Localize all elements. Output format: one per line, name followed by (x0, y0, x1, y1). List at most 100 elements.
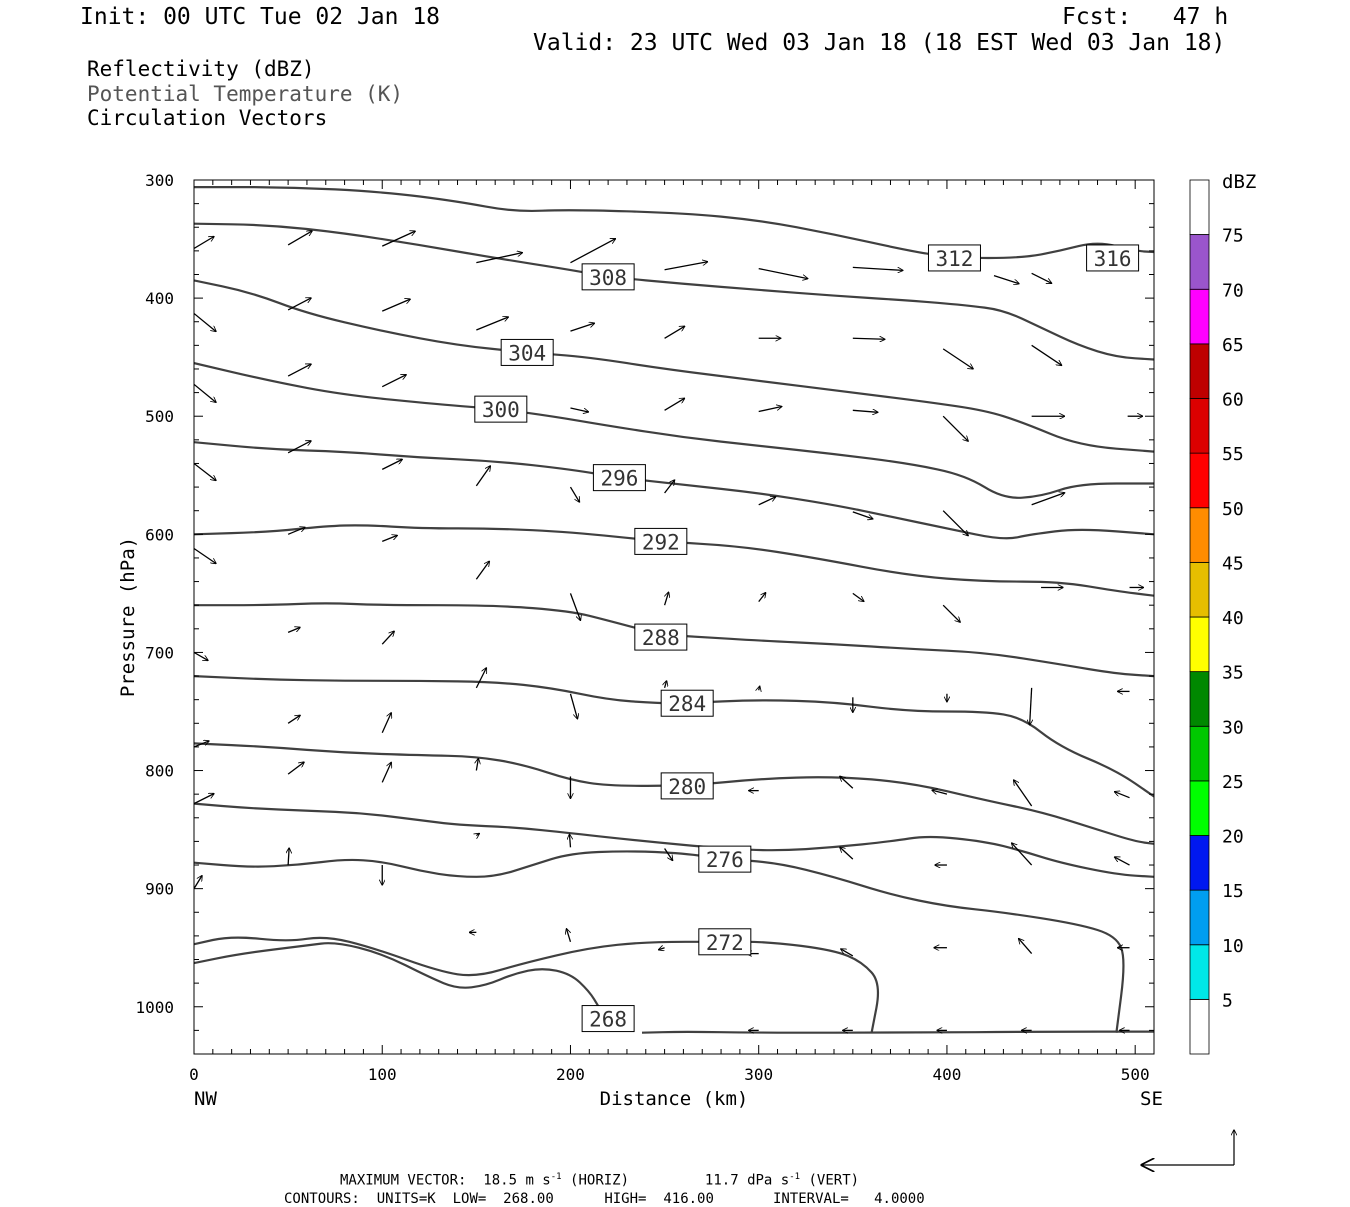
colorbar-level-25: 25 (1222, 772, 1244, 793)
reference-vector-icon (1142, 1130, 1234, 1165)
isentrope-label-layer: 268 272 276 280 284 288 292 296 300 304 308 312 316 (474, 244, 1140, 1033)
circulation-vector-20 (194, 383, 216, 402)
y-tick-label-600: 600 (145, 525, 174, 544)
colorbar-segment-3 (1189, 780, 1210, 836)
colorbar-segment-12 (1189, 288, 1210, 345)
circulation-vector-44 (475, 561, 489, 580)
y-tick-label-1000: 1000 (135, 998, 174, 1017)
circulation-vector-84 (1115, 857, 1130, 866)
isentrope-label-box-280 (660, 772, 714, 800)
isentrope-label-box-304 (500, 338, 554, 366)
colorbar-level-15: 15 (1222, 881, 1244, 902)
colorbar-level-50: 50 (1222, 499, 1244, 520)
valid-time: Valid: 23 UTC Wed 03 Jan 18 (18 EST Wed … (533, 30, 1226, 56)
circulation-vector-38 (852, 511, 873, 519)
y-tick-label-500: 500 (145, 407, 174, 426)
contour-info-line: CONTOURS: UNITS=K LOW= 268.00 HIGH= 416.… (284, 1178, 925, 1206)
x-tick-label-300: 300 (744, 1065, 773, 1084)
isentrope-label-box-308 (581, 263, 635, 291)
isentrope-label-308: 308 (589, 266, 627, 290)
forecast-hour: Fcst: 47 h (1062, 4, 1229, 30)
isentrope-272-1 (194, 942, 600, 1008)
colorbar-level-10: 10 (1222, 936, 1244, 957)
isentrope-label-box-276 (698, 845, 752, 873)
circulation-vector-46 (663, 592, 669, 606)
isentrope-label-288: 288 (642, 626, 680, 650)
isentrope-272-2 (194, 936, 880, 1033)
colorbar-top-segment (1189, 179, 1210, 236)
horiz-tag: (HORIZ) (570, 1172, 630, 1189)
circulation-vector-78 (569, 834, 570, 848)
circulation-vector-1 (194, 237, 214, 250)
isentrope-268-0 (641, 1030, 1154, 1034)
circulation-vector-77 (476, 834, 479, 836)
isentrope-label-box-272 (698, 928, 752, 956)
contour-units: UNITS=K (376, 1191, 436, 1207)
colorbar-segment-8 (1189, 507, 1210, 563)
circulation-vector-61 (1030, 687, 1032, 725)
isentrope-label-304: 304 (508, 341, 546, 365)
isentrope-label-276: 276 (706, 848, 744, 872)
colorbar-segment-13 (1189, 234, 1210, 290)
max-vector-line: MAXIMUM VECTOR: 18.5 m s-1 (HORIZ) 11.7 … (340, 1159, 859, 1188)
isentrope-label-280: 280 (668, 775, 706, 799)
circulation-vector-66 (476, 759, 478, 771)
y-tick-label-800: 800 (145, 762, 174, 781)
contour-low-label: LOW= (452, 1191, 487, 1207)
init-time: Init: 00 UTC Tue 02 Jan 18 (80, 4, 441, 30)
circulation-vector-10 (287, 298, 311, 311)
plot-frame (193, 179, 1155, 1055)
circulation-vector-85 (194, 876, 202, 889)
circulation-vector-70 (840, 776, 854, 789)
circulation-vector-22 (381, 375, 406, 388)
colorbar-level-40: 40 (1222, 608, 1244, 629)
isentrope-label-box-312 (927, 244, 981, 272)
circulation-vector-86 (288, 848, 289, 866)
field-potential-temperature: Potential Temperature (K) (87, 82, 404, 106)
circulation-vector-48 (852, 592, 864, 601)
axes-layer: 0 100 200 300 400 500 300 400 500 600 700 800 900 100… (135, 171, 1154, 1084)
isentrope-label-296: 296 (600, 467, 638, 491)
y-tick-label-400: 400 (145, 289, 174, 308)
circulation-vector-89 (566, 929, 572, 942)
isentrope-300-9 (194, 441, 1154, 540)
circulation-vector-53 (287, 627, 300, 633)
vert-exponent: -1 (789, 1172, 801, 1182)
isentrope-276-3 (194, 850, 1125, 1033)
circulation-vector-9 (1031, 272, 1052, 283)
circulation-vector-12 (381, 299, 410, 312)
contours-label: CONTOURS: (284, 1191, 360, 1207)
circulation-vector-71 (932, 790, 948, 795)
horiz-exponent: -1 (550, 1172, 562, 1182)
x-axis-right-end: SE (1140, 1088, 1163, 1110)
colorbar-segment-7 (1189, 561, 1210, 618)
circulation-vector-0 (287, 231, 312, 246)
x-axis-label: Distance (km) (600, 1088, 749, 1110)
max-vector-label: MAXIMUM VECTOR: (340, 1172, 467, 1189)
isentrope-312-12 (194, 222, 1154, 361)
circulation-vector-15 (664, 326, 685, 339)
circulation-vector-37 (758, 497, 776, 506)
colorbar-level-35: 35 (1222, 663, 1244, 684)
contour-high-value: 416.00 (663, 1191, 714, 1207)
colorbar-segment-11 (1189, 343, 1210, 399)
isentrope-label-284: 284 (668, 692, 706, 716)
colorbar-level-20: 20 (1222, 827, 1244, 848)
isentrope-280-4 (194, 802, 1154, 878)
circulation-vector-26 (758, 406, 782, 413)
circulation-vector-35 (569, 486, 579, 502)
colorbar-segment-2 (1189, 835, 1210, 891)
isentrope-316-13 (194, 185, 1154, 260)
circulation-vector-63 (194, 741, 209, 748)
circulation-vector-18 (942, 348, 973, 369)
colorbar-segment-6 (1189, 616, 1210, 673)
circulation-vector-72 (1014, 780, 1033, 807)
circulation-vector-31 (194, 462, 216, 480)
colorbar-segment-5 (1189, 671, 1210, 727)
colorbar-level-30: 30 (1222, 717, 1244, 738)
circulation-vector-94 (1019, 939, 1033, 955)
circulation-vector-3 (476, 253, 522, 264)
colorbar-bottom-segment (1189, 998, 1210, 1055)
circulation-vector-24 (570, 407, 588, 412)
